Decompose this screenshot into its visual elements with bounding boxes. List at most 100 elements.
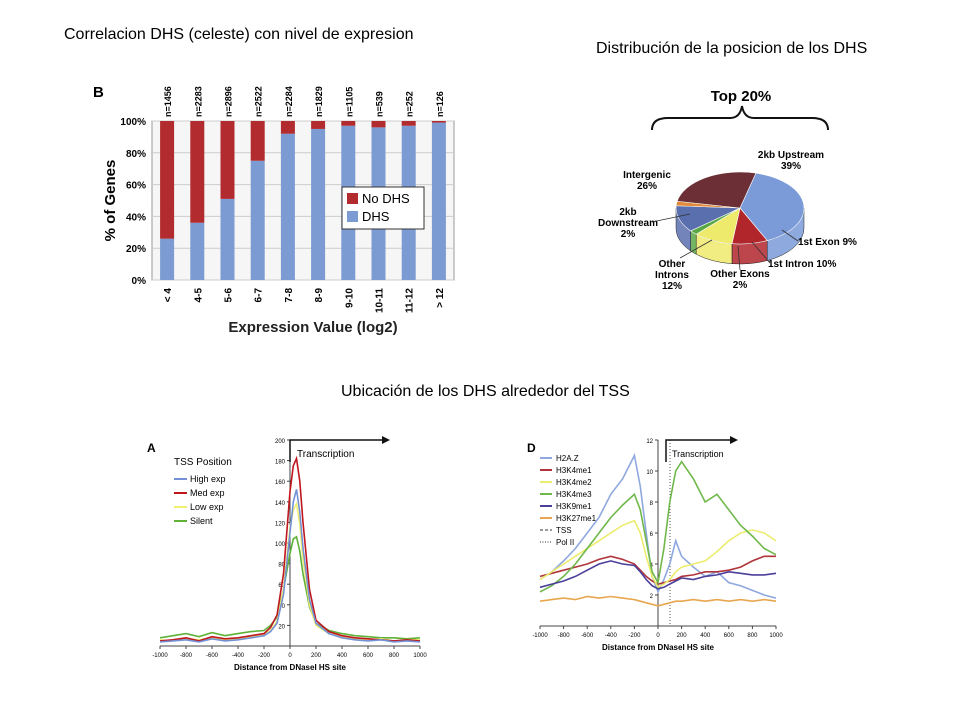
legend-label: H3K4me2 [556, 478, 592, 487]
transcription-arrow [289, 439, 382, 462]
y-tick-label: 140 [275, 501, 286, 507]
x-tick-label: -1000 [532, 633, 548, 639]
pie-label-upstream: 2kb Upstream 39% [758, 150, 824, 172]
legend-label: H2A.Z [556, 454, 579, 463]
series-line [539, 460, 777, 593]
pie-label-first-exon-line: 1st Exon 9% [798, 237, 857, 248]
series-line [159, 501, 420, 642]
pie-header-brace [651, 105, 829, 131]
panel-letter: A [147, 441, 156, 455]
pie-header: Top 20% [711, 88, 772, 105]
pie-label-downstream: 2kb Downstream 2% [598, 207, 658, 240]
x-tick-label: 5-6 [224, 288, 235, 303]
x-tick-label: 200 [677, 633, 688, 639]
legend-swatch-dhs [347, 211, 358, 222]
bar-no-dhs [401, 121, 416, 126]
series-line [159, 455, 421, 642]
y-tick-label: 40% [126, 212, 146, 223]
x-tick-label: -600 [206, 653, 219, 659]
legend-label-dhs: DHS [362, 209, 390, 224]
transcription-arrowhead [730, 436, 738, 444]
bar-dhs [431, 122, 446, 280]
count-label: n=539 [375, 91, 385, 117]
x-tick-label: -400 [605, 633, 618, 639]
pie-label-other-introns-line: Other [659, 259, 686, 270]
series-line [539, 560, 777, 590]
pie-label-first-intron-line: 1st Intron 10% [768, 259, 836, 270]
pie-leader-line [751, 241, 771, 264]
x-tick-label: 800 [389, 653, 400, 659]
y-tick-label: 0% [132, 276, 147, 287]
count-label: n=2284 [284, 86, 294, 117]
x-tick-label: 600 [724, 633, 735, 639]
x-tick-label: < 4 [163, 288, 174, 303]
y-axis-label: % of Genes [102, 160, 119, 242]
y-tick-label: 100 [275, 542, 286, 548]
bar-chart-title: Correlacion DHS (celeste) con nivel de e… [64, 26, 414, 43]
pie-leader-line [651, 213, 691, 223]
bar-no-dhs [371, 121, 386, 128]
y-tick-label: 20% [126, 244, 146, 255]
pie-label-other-exons-line: 2% [733, 280, 748, 291]
pie-slice [676, 171, 757, 209]
tss-section-title: Ubicación de los DHS alrededor del TSS [341, 383, 630, 400]
x-axis-label: Expression Value (log2) [228, 319, 397, 336]
legend-label: High exp [190, 474, 226, 484]
x-tick-label: 4-5 [193, 288, 204, 303]
y-tick-label: 200 [275, 439, 286, 445]
x-tick-label: -200 [258, 653, 271, 659]
y-tick-label: 10 [646, 470, 653, 476]
pie-label-downstream-line: Downstream [598, 218, 658, 229]
bar-dhs [250, 160, 265, 280]
x-axis-label: Distance from DNaseI HS site [602, 643, 715, 652]
x-tick-label: 7-8 [284, 288, 295, 303]
bar-dhs [190, 222, 205, 280]
y-tick-label: 12 [646, 439, 653, 445]
count-label: n=1829 [314, 86, 324, 117]
x-tick-label: 0 [656, 633, 660, 639]
series-line [539, 453, 777, 599]
x-tick-label: 1000 [413, 653, 427, 659]
x-tick-label: -800 [558, 633, 571, 639]
pie-label-other-exons-line: Other Exons [710, 269, 770, 280]
bar-no-dhs [160, 121, 175, 239]
x-tick-label: 0 [288, 653, 292, 659]
x-tick-label: 8-9 [314, 288, 325, 303]
count-label: n=2283 [193, 86, 203, 117]
pie-label-intergenic-line: Intergenic [623, 170, 671, 181]
count-label: n=126 [435, 91, 445, 117]
legend-label: H3K4me1 [556, 466, 592, 475]
transcription-label: Transcription [297, 449, 354, 460]
legend-label: Low exp [190, 502, 224, 512]
pie-label-first-intron: 1st Intron 10% [768, 259, 836, 270]
y-tick-label: 6 [650, 532, 654, 538]
series-line [159, 489, 421, 643]
panel-letter: D [527, 441, 536, 455]
x-tick-label: 1000 [769, 633, 783, 639]
x-tick-label: 10-11 [375, 288, 386, 313]
pie-label-downstream-line: 2kb [619, 207, 636, 218]
x-tick-label: > 12 [435, 288, 446, 308]
y-tick-label: 160 [275, 480, 286, 486]
count-label: n=252 [405, 91, 415, 117]
series-line [159, 535, 421, 640]
bar-no-dhs [341, 121, 356, 126]
y-tick-label: 100% [120, 117, 146, 128]
transcription-label: Transcription [672, 449, 724, 459]
x-tick-label: -400 [232, 653, 245, 659]
x-tick-label: -600 [581, 633, 594, 639]
legend-label: H3K4me3 [556, 490, 592, 499]
y-tick-label: 60% [126, 181, 146, 192]
x-axis-label: Distance from DNaseI HS site [234, 663, 347, 672]
legend-label-tss: TSS [556, 526, 572, 535]
legend-label-no-dhs: No DHS [362, 191, 410, 206]
x-tick-label: 800 [747, 633, 758, 639]
pie-label-other-introns: Other Introns 12% [655, 259, 689, 292]
legend-title: TSS Position [174, 457, 232, 468]
pie-label-other-introns-line: Introns [655, 270, 689, 281]
y-tick-label: 120 [275, 521, 286, 527]
legend-label: H3K27me1 [556, 514, 597, 523]
transcription-arrow [665, 439, 730, 462]
bar-no-dhs [431, 121, 446, 123]
